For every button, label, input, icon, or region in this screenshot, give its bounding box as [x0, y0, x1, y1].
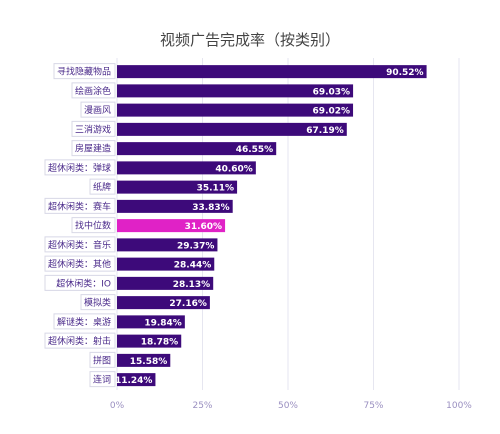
value-label: 40.60%	[215, 164, 253, 174]
category-label-box	[89, 351, 116, 368]
bars: 90.52% 69.03% 69.02% 67.19% 46.55% 40.60% 35.1…	[115, 65, 427, 387]
category-label-box	[44, 274, 116, 291]
bar	[117, 122, 347, 136]
category-label: 超休闲类：射击	[48, 335, 111, 347]
bar	[117, 315, 185, 329]
category-label-box	[89, 371, 116, 388]
value-label: 33.83%	[192, 203, 230, 213]
bar	[117, 276, 214, 290]
category-label-box	[89, 178, 116, 195]
x-tick-label: 25%	[192, 401, 212, 411]
bar	[117, 161, 256, 175]
category-label-box	[44, 197, 116, 214]
category-labels: 寻找隐藏物品绘画涂色漫画风三消游戏房屋建造超休闲类：弹球纸牌超休闲类：赛车找中位…	[44, 63, 116, 388]
bar	[117, 142, 277, 156]
value-label: 15.58%	[130, 357, 168, 367]
category-label: 超休闲类：音乐	[48, 239, 111, 251]
category-label-box	[44, 159, 116, 176]
bar	[117, 84, 354, 98]
value-label: 19.84%	[144, 318, 182, 328]
bar	[117, 199, 233, 213]
bar	[117, 103, 354, 117]
category-label: 绘画涂色	[75, 85, 111, 97]
category-label: 超休闲类：弹球	[48, 162, 111, 174]
category-label-box	[71, 82, 116, 99]
x-tick-label: 100%	[446, 401, 472, 411]
category-label-box	[53, 63, 116, 80]
value-label: 29.37%	[177, 241, 215, 251]
value-label: 35.11%	[197, 184, 235, 194]
value-label: 28.44%	[174, 261, 212, 271]
x-tick-label: 50%	[278, 401, 298, 411]
category-label: 三消游戏	[75, 123, 111, 135]
value-label: 27.16%	[169, 299, 207, 309]
bar	[117, 296, 210, 310]
bar	[117, 334, 182, 348]
category-label-box	[80, 294, 116, 311]
bar	[117, 180, 238, 194]
category-label: 房屋建造	[75, 143, 111, 155]
category-label-box	[71, 140, 116, 157]
bar	[117, 238, 218, 252]
x-axis: 0% 25% 50% 75% 100%	[110, 401, 472, 411]
category-label: 超休闲类：其他	[48, 258, 111, 270]
category-label: 解谜类：桌游	[57, 316, 111, 328]
bar	[117, 65, 427, 79]
x-tick-label: 0%	[110, 401, 125, 411]
value-label: 11.24%	[115, 376, 153, 386]
category-label: 连词	[93, 374, 111, 386]
category-label-box	[44, 332, 116, 349]
category-label: 漫画风	[84, 104, 111, 116]
value-label: 90.52%	[386, 68, 424, 78]
category-label: 找中位数	[75, 220, 111, 232]
value-label: 69.03%	[313, 87, 351, 97]
bar	[117, 219, 226, 233]
category-label-box	[44, 236, 116, 253]
category-label-box	[80, 101, 116, 118]
bar	[117, 353, 171, 367]
category-label-box	[71, 120, 116, 137]
category-label-box	[53, 313, 116, 330]
category-label: 拼图	[93, 354, 111, 366]
category-label: 纸牌	[93, 181, 111, 193]
value-label: 31.60%	[185, 222, 223, 232]
value-label: 46.55%	[236, 145, 274, 155]
bar	[117, 257, 215, 271]
category-label: 模拟类	[84, 297, 111, 309]
category-label-box	[71, 217, 116, 234]
value-label: 18.78%	[141, 338, 179, 348]
category-label-box	[44, 255, 116, 272]
category-label: 超休闲类：赛车	[48, 200, 111, 212]
category-label: 寻找隐藏物品	[57, 66, 111, 78]
chart-title: 视频广告完成率（按类别）	[160, 31, 340, 49]
bar	[117, 373, 156, 387]
category-label: 超休闲类：IO	[56, 277, 111, 289]
value-label: 69.02%	[313, 107, 351, 117]
value-label: 67.19%	[306, 126, 344, 136]
x-tick-label: 75%	[363, 401, 383, 411]
value-label: 28.13%	[173, 280, 211, 290]
